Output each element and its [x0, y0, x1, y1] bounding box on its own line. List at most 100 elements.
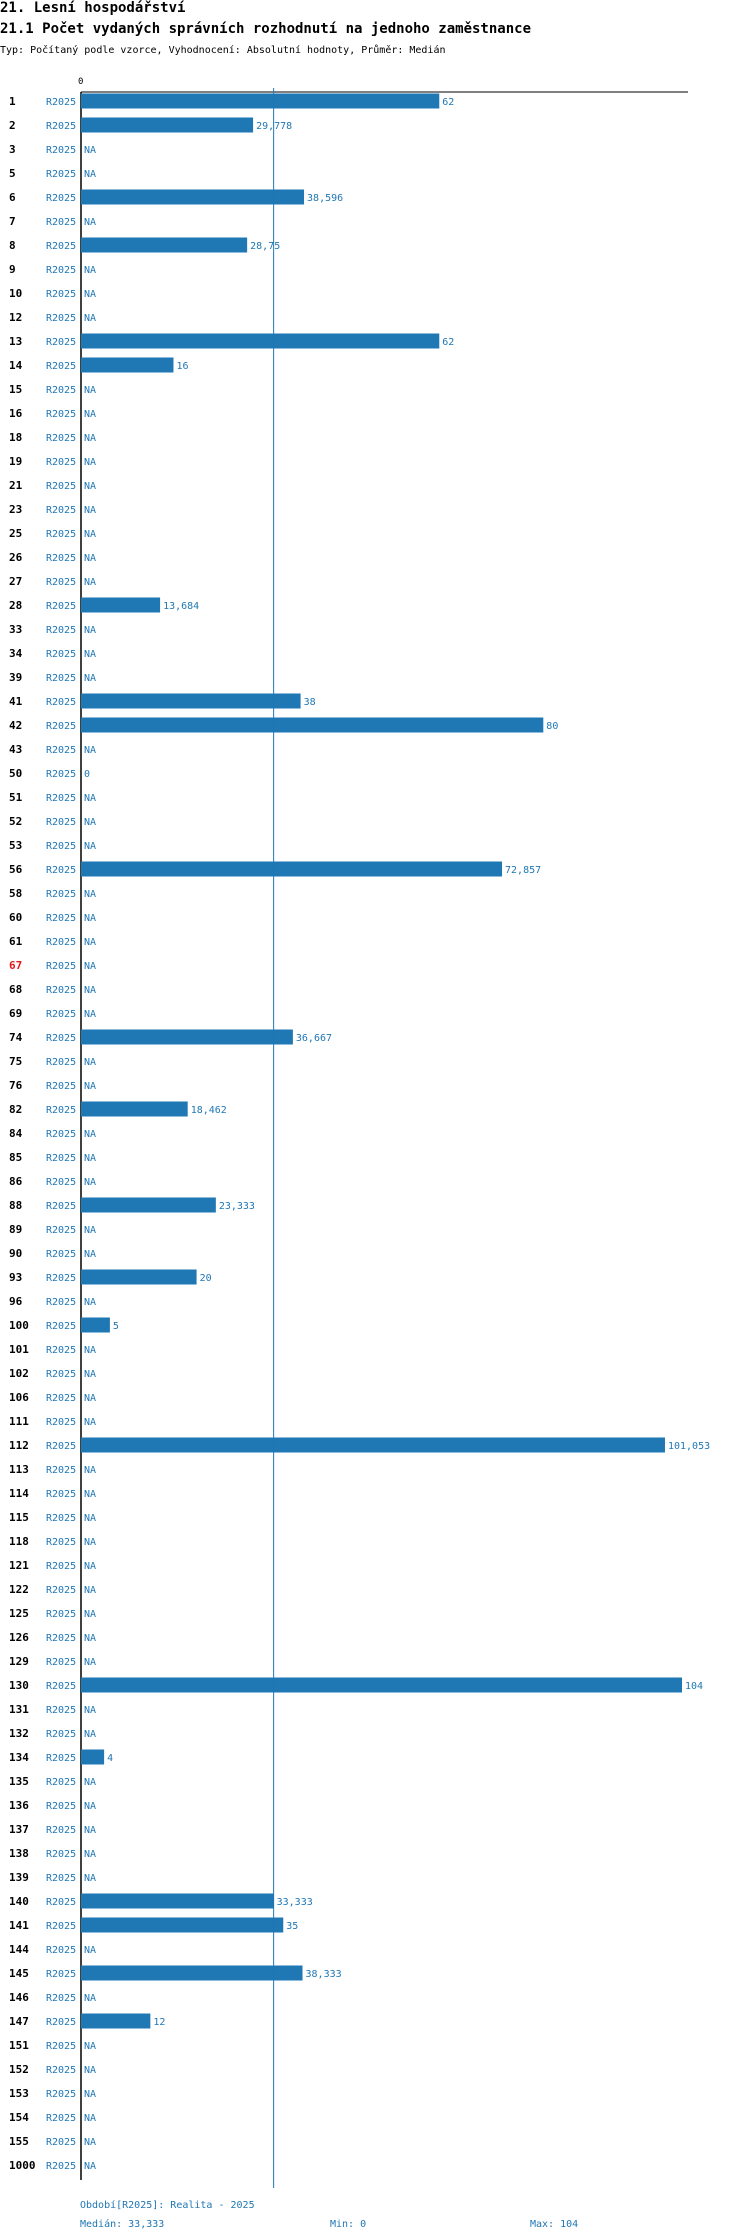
- value-label: 5: [113, 1321, 119, 1332]
- row-label: 75: [9, 1055, 22, 1068]
- period-label: R2025: [46, 1201, 76, 1212]
- value-label: NA: [84, 1009, 96, 1020]
- period-label: R2025: [46, 1081, 76, 1092]
- value-label: NA: [84, 2113, 96, 2124]
- period-label: R2025: [46, 145, 76, 156]
- bar: [81, 189, 305, 205]
- period-label: R2025: [46, 265, 76, 276]
- bar: [81, 1317, 110, 1333]
- row-label: 141: [9, 1919, 29, 1932]
- period-label: R2025: [46, 505, 76, 516]
- period-label: R2025: [46, 2137, 76, 2148]
- value-label: 35: [286, 1921, 298, 1932]
- period-label: R2025: [46, 1273, 76, 1284]
- row-label: 130: [9, 1679, 29, 1692]
- value-label: 62: [442, 97, 454, 108]
- period-label: R2025: [46, 1393, 76, 1404]
- bar: [81, 93, 440, 109]
- value-label: NA: [84, 1993, 96, 2004]
- period-label: R2025: [46, 1513, 76, 1524]
- row-label: 113: [9, 1463, 29, 1476]
- bar: [81, 1965, 303, 1981]
- value-label: 18,462: [191, 1105, 227, 1116]
- row-label: 8: [9, 239, 16, 252]
- value-label: NA: [84, 265, 96, 276]
- value-label: NA: [84, 2089, 96, 2100]
- period-label: R2025: [46, 553, 76, 564]
- value-label: NA: [84, 1129, 96, 1140]
- row-label: 100: [9, 1319, 29, 1332]
- row-label: 134: [9, 1751, 29, 1764]
- value-label: NA: [84, 1537, 96, 1548]
- bar: [81, 717, 544, 733]
- bar: [81, 1749, 105, 1765]
- row-label: 7: [9, 215, 16, 228]
- bar: [81, 597, 161, 613]
- row-label: 12: [9, 311, 22, 324]
- period-label: R2025: [46, 889, 76, 900]
- period-label: R2025: [46, 2017, 76, 2028]
- value-label: NA: [84, 841, 96, 852]
- row-label: 1: [9, 95, 16, 108]
- row-label: 41: [9, 695, 23, 708]
- period-label: R2025: [46, 673, 76, 684]
- period-label: R2025: [46, 1153, 76, 1164]
- value-label: 28,75: [250, 241, 280, 252]
- period-label: R2025: [46, 1177, 76, 1188]
- period-label: R2025: [46, 457, 76, 468]
- row-label: 3: [9, 143, 16, 156]
- value-label: 80: [546, 721, 558, 732]
- period-label: R2025: [46, 2065, 76, 2076]
- row-label: 122: [9, 1583, 29, 1596]
- period-label: R2025: [46, 1657, 76, 1668]
- row-label: 68: [9, 983, 22, 996]
- period-label: R2025: [46, 577, 76, 588]
- bar: [81, 333, 440, 349]
- period-label: R2025: [46, 1465, 76, 1476]
- value-label: NA: [84, 937, 96, 948]
- period-label: R2025: [46, 337, 76, 348]
- period-label: R2025: [46, 217, 76, 228]
- period-label: R2025: [46, 1633, 76, 1644]
- period-label: R2025: [46, 697, 76, 708]
- value-label: NA: [84, 457, 96, 468]
- row-label: 34: [9, 647, 23, 660]
- bar: [81, 357, 174, 373]
- period-label: R2025: [46, 1249, 76, 1260]
- row-label: 16: [9, 407, 23, 420]
- value-label: 38,596: [307, 193, 343, 204]
- row-label: 115: [9, 1511, 29, 1524]
- period-label: R2025: [46, 1849, 76, 1860]
- value-label: NA: [84, 169, 96, 180]
- row-label: 28: [9, 599, 22, 612]
- period-label: R2025: [46, 1609, 76, 1620]
- bar: [81, 1029, 293, 1045]
- row-label: 140: [9, 1895, 29, 1908]
- value-label: NA: [84, 1657, 96, 1668]
- footer-max: Max: 104: [530, 2219, 579, 2230]
- value-label: NA: [84, 409, 96, 420]
- value-label: NA: [84, 1609, 96, 1620]
- row-label: 135: [9, 1775, 29, 1788]
- row-label: 25: [9, 527, 22, 540]
- period-label: R2025: [46, 2161, 76, 2172]
- period-label: R2025: [46, 1897, 76, 1908]
- value-label: NA: [84, 625, 96, 636]
- value-label: NA: [84, 1177, 96, 1188]
- period-label: R2025: [46, 1777, 76, 1788]
- row-label: 138: [9, 1847, 29, 1860]
- period-label: R2025: [46, 2113, 76, 2124]
- value-label: NA: [84, 817, 96, 828]
- row-label: 137: [9, 1823, 29, 1836]
- period-label: R2025: [46, 385, 76, 396]
- row-label: 88: [9, 1199, 22, 1212]
- bar: [81, 1437, 665, 1453]
- value-label: 29,778: [256, 121, 292, 132]
- row-label: 151: [9, 2039, 29, 2052]
- value-label: NA: [84, 1297, 96, 1308]
- period-label: R2025: [46, 1681, 76, 1692]
- value-label: NA: [84, 961, 96, 972]
- value-label: 4: [107, 1753, 113, 1764]
- row-label: 5: [9, 167, 16, 180]
- period-label: R2025: [46, 529, 76, 540]
